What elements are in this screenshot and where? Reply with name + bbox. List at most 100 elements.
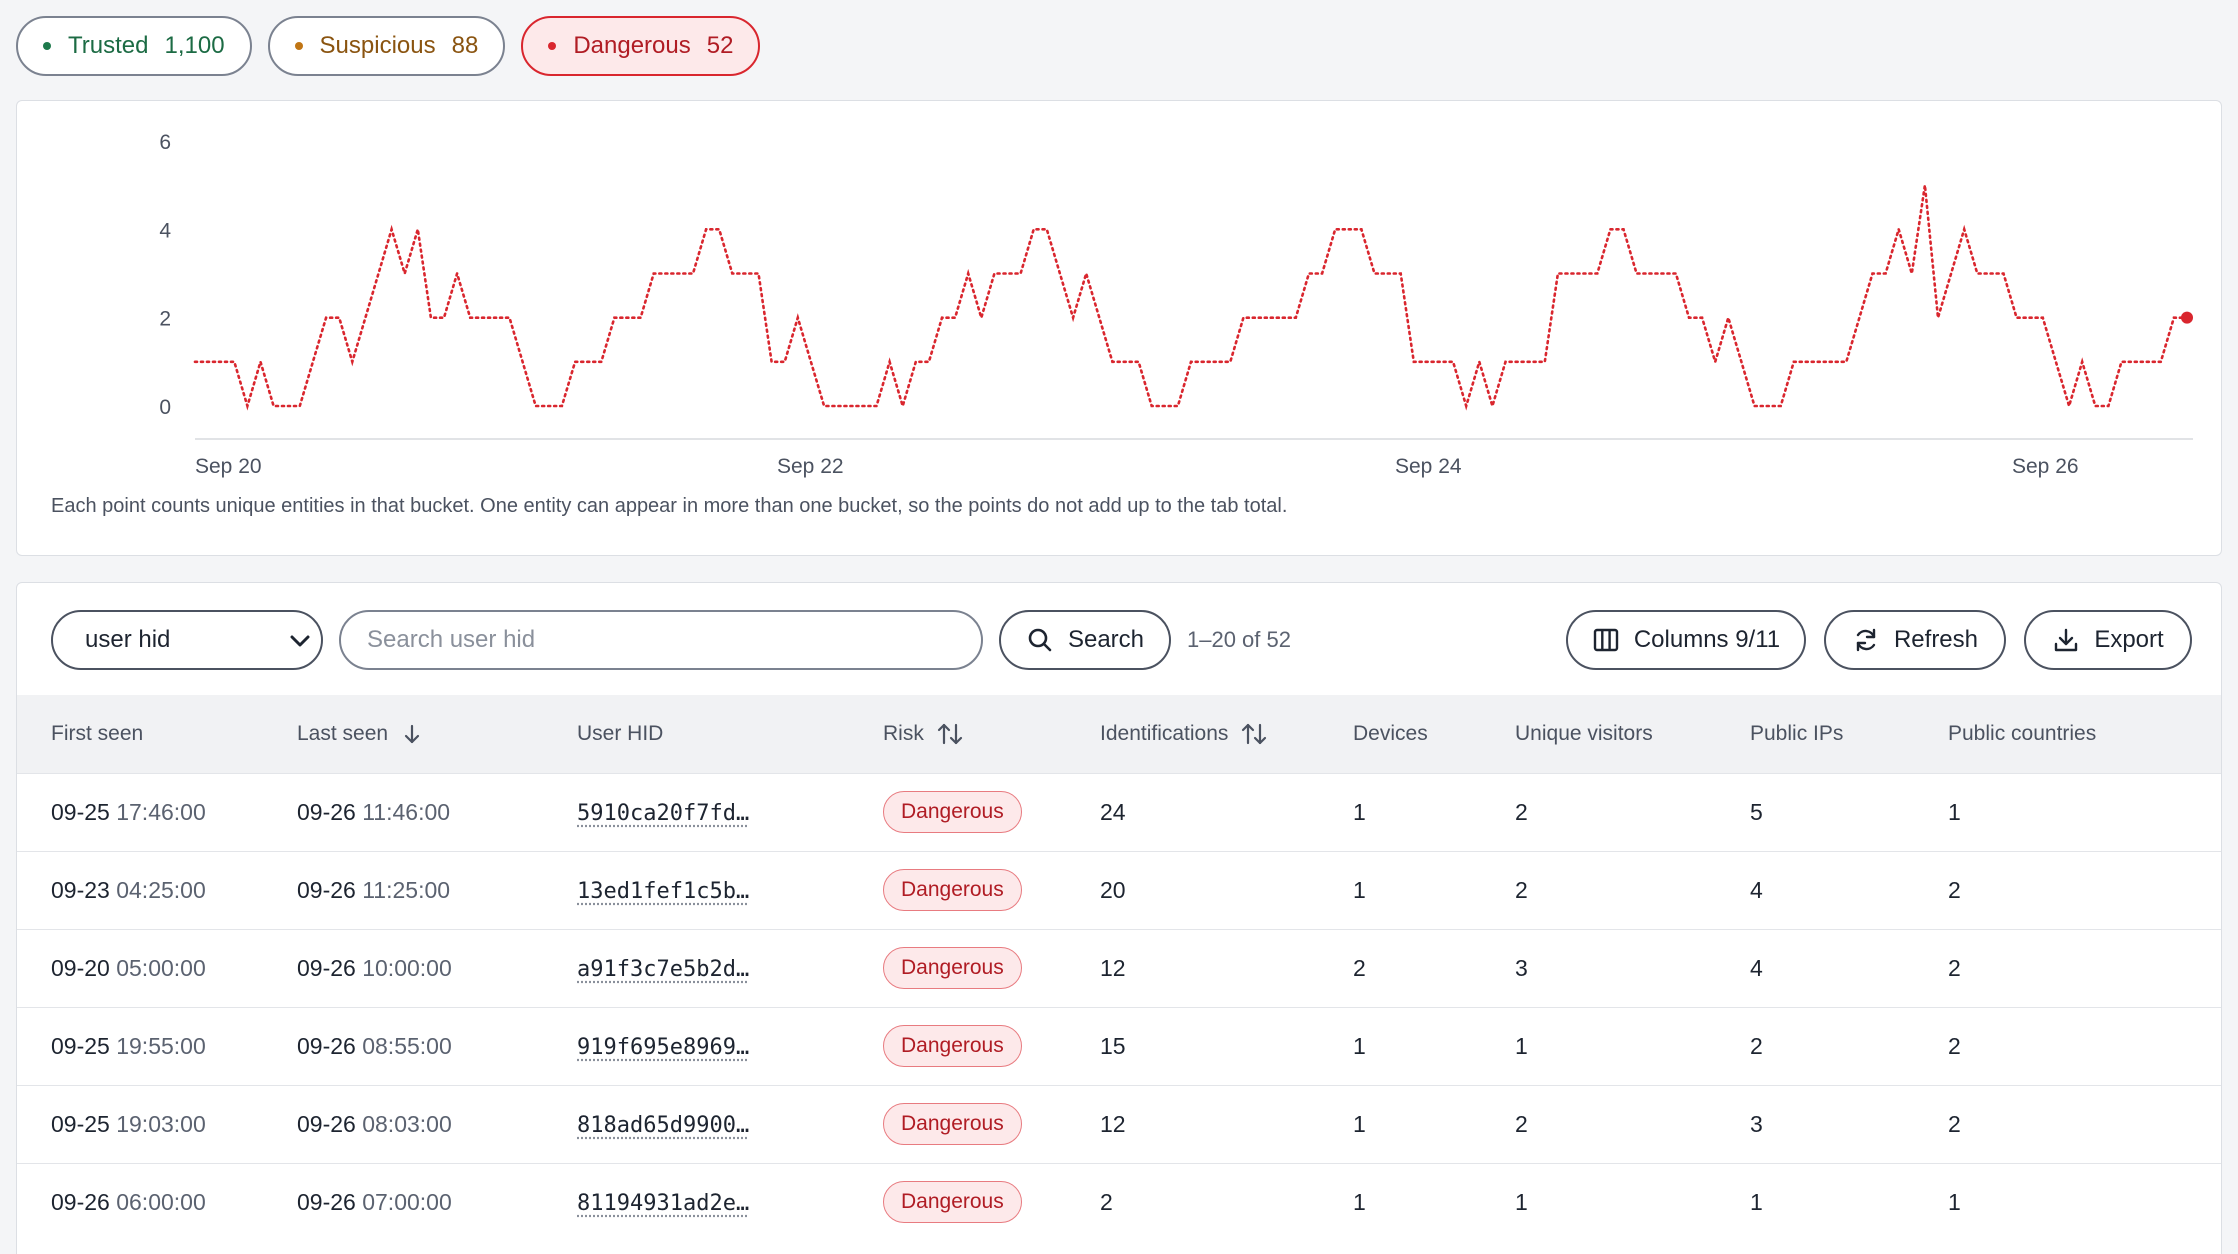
risk-tabs: Trusted 1,100 Suspicious 88 Dangerous 52 [16,16,760,76]
first-seen-date: 09-25 [51,1111,110,1137]
tab-dangerous[interactable]: Dangerous 52 [521,16,760,76]
sort-descending-icon[interactable] [400,722,424,746]
search-field-select[interactable]: user hid [51,610,323,670]
header-unique-visitors[interactable]: Unique visitors [1515,695,1750,773]
chart-note: Each point counts unique entities in tha… [51,495,1287,518]
header-devices[interactable]: Devices [1353,695,1515,773]
header-first-seen[interactable]: First seen [17,695,297,773]
trusted-dot [43,42,51,50]
table-row[interactable]: 09-25 19:03:00 09-26 08:03:00 818ad65d9900… [17,1085,2221,1163]
columns-button-label: Columns 9/11 [1634,626,1780,654]
table-row[interactable]: 09-23 04:25:00 09-26 11:25:00 13ed1fef1c5b… [17,851,2221,929]
user-hid-link[interactable]: 81194931ad2e… [577,1191,749,1216]
header-devices-label: Devices [1353,722,1428,745]
cell-first-seen: 09-23 04:25:00 [17,851,297,929]
tab-trusted[interactable]: Trusted 1,100 [16,16,252,76]
cell-unique-visitors: 2 [1515,773,1750,851]
cell-last-seen: 09-26 11:46:00 [297,773,577,851]
first-seen-date: 09-23 [51,877,110,903]
header-public-countries[interactable]: Public countries [1948,695,2221,773]
series-end-point [2181,312,2193,324]
header-identifications[interactable]: Identifications [1100,695,1353,773]
header-first-seen-label: First seen [51,722,143,745]
entities-table: First seen Last seen User HID Risk [17,695,2221,1241]
user-hid-link[interactable]: a91f3c7e5b2d… [577,957,749,982]
y-tick-label: 4 [159,219,171,242]
cell-devices: 1 [1353,1163,1515,1241]
first-seen-time: 04:25:00 [116,877,206,903]
last-seen-time: 07:00:00 [362,1189,452,1215]
user-hid-link[interactable]: 13ed1fef1c5b… [577,879,749,904]
export-button-label: Export [2094,626,2163,654]
risk-badge: Dangerous [883,1181,1022,1223]
first-seen-time: 05:00:00 [116,955,206,981]
search-input[interactable] [339,610,983,670]
cell-user-hid: a91f3c7e5b2d… [577,929,883,1007]
y-tick-label: 6 [159,131,171,154]
first-seen-date: 09-20 [51,955,110,981]
cell-unique-visitors: 2 [1515,1085,1750,1163]
last-seen-date: 09-26 [297,799,356,825]
last-seen-time: 11:25:00 [362,877,450,903]
sort-icon[interactable] [1240,721,1268,747]
search-button[interactable]: Search [999,610,1171,670]
user-hid-link[interactable]: 919f695e8969… [577,1035,749,1060]
user-hid-link[interactable]: 818ad65d9900… [577,1113,749,1138]
risk-badge: Dangerous [883,947,1022,989]
user-hid-link[interactable]: 5910ca20f7fd… [577,801,749,826]
export-button[interactable]: Export [2024,610,2192,670]
cell-devices: 1 [1353,851,1515,929]
cell-last-seen: 09-26 11:25:00 [297,851,577,929]
cell-identifications: 12 [1100,929,1353,1007]
cell-identifications: 2 [1100,1163,1353,1241]
tab-suspicious-label: Suspicious [320,32,436,60]
cell-last-seen: 09-26 07:00:00 [297,1163,577,1241]
cell-user-hid: 13ed1fef1c5b… [577,851,883,929]
sort-icon[interactable] [936,721,964,747]
last-seen-date: 09-26 [297,877,356,903]
tab-suspicious-count: 88 [452,32,479,60]
cell-user-hid: 818ad65d9900… [577,1085,883,1163]
search-icon [1026,626,1054,654]
tab-suspicious[interactable]: Suspicious 88 [268,16,506,76]
cell-devices: 1 [1353,773,1515,851]
cell-first-seen: 09-26 06:00:00 [17,1163,297,1241]
cell-user-hid: 81194931ad2e… [577,1163,883,1241]
header-risk-label: Risk [883,722,924,746]
cell-last-seen: 09-26 08:55:00 [297,1007,577,1085]
header-user-hid[interactable]: User HID [577,695,883,773]
table-row[interactable]: 09-20 05:00:00 09-26 10:00:00 a91f3c7e5b2d… [17,929,2221,1007]
cell-unique-visitors: 1 [1515,1163,1750,1241]
refresh-button[interactable]: Refresh [1824,610,2006,670]
header-public-ips[interactable]: Public IPs [1750,695,1948,773]
chevron-down-icon [285,626,315,656]
y-tick-label: 0 [159,396,171,419]
last-seen-time: 11:46:00 [362,799,450,825]
risk-badge: Dangerous [883,869,1022,911]
table-row[interactable]: 09-26 06:00:00 09-26 07:00:00 81194931ad2e… [17,1163,2221,1241]
cell-identifications: 15 [1100,1007,1353,1085]
table-row[interactable]: 09-25 19:55:00 09-26 08:55:00 919f695e8969… [17,1007,2221,1085]
risk-timeline-chart: 0 2 4 6 Sep 20 Sep 22 Sep 24 Sep 26 [17,101,2223,481]
last-seen-date: 09-26 [297,1189,356,1215]
header-last-seen[interactable]: Last seen [297,695,577,773]
tab-trusted-count: 1,100 [164,32,224,60]
chart-card: 0246 Sep 20 Sep 22 Sep 24 Sep 26 Each point… [16,100,2222,556]
x-tick-label: Sep 20 [195,455,262,478]
cell-public-ips: 1 [1750,1163,1948,1241]
download-icon [2052,626,2080,654]
header-identifications-label: Identifications [1100,722,1228,746]
entities-table-card: user hid Search 1–20 of 52 Columns 9/11 [16,582,2222,1254]
first-seen-date: 09-25 [51,799,110,825]
last-seen-time: 08:03:00 [362,1111,452,1137]
table-row[interactable]: 09-25 17:46:00 09-26 11:46:00 5910ca20f7fd… [17,773,2221,851]
columns-button[interactable]: Columns 9/11 [1566,610,1806,670]
first-seen-date: 09-26 [51,1189,110,1215]
cell-last-seen: 09-26 10:00:00 [297,929,577,1007]
header-user-hid-label: User HID [577,722,663,745]
cell-user-hid: 5910ca20f7fd… [577,773,883,851]
columns-icon [1592,626,1620,654]
tab-dangerous-count: 52 [707,32,734,60]
pagination-range: 1–20 of 52 [1187,627,1291,653]
header-risk[interactable]: Risk [883,695,1100,773]
